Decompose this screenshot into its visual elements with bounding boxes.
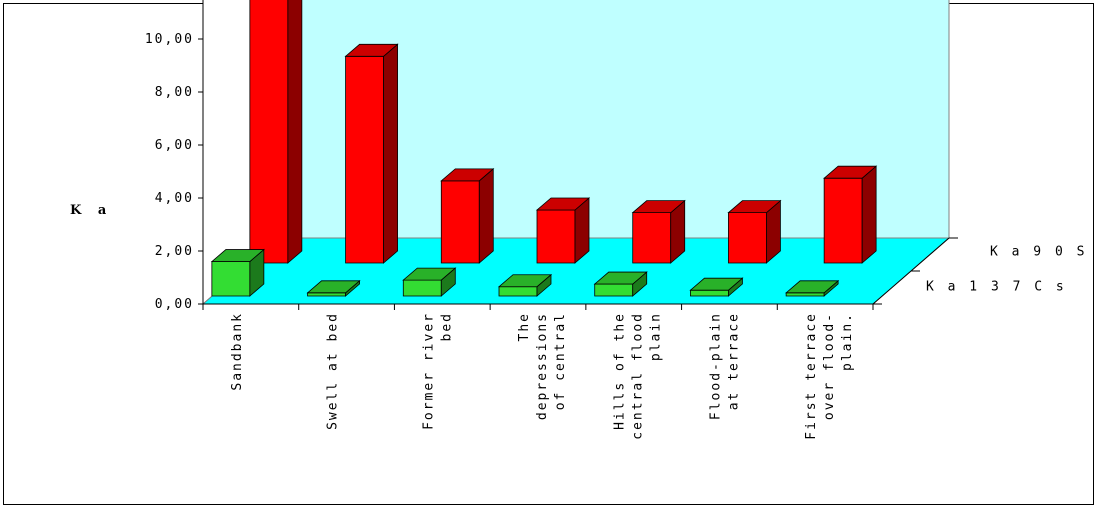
- y-tick-label: 4,00: [155, 191, 194, 206]
- x-category-label: First terrace over flood-plain.: [804, 312, 855, 440]
- y-tick-label: 8,00: [155, 85, 194, 100]
- bar-top-face: [535, 197, 591, 211]
- x-category-label: Hills of the central flood plain: [613, 312, 664, 440]
- bar-front-face: [440, 180, 480, 264]
- y-axis-label: K a: [70, 203, 112, 218]
- bar-90sr: [535, 197, 591, 264]
- x-category-line: Former river: [421, 312, 436, 430]
- bar-90sr: [249, 0, 303, 264]
- bar-side-face: [383, 43, 398, 264]
- bar-front-face: [594, 283, 634, 297]
- bar-side-face: [287, 0, 303, 264]
- bar-90sr: [440, 167, 495, 264]
- x-category-label: Swell at bed: [326, 312, 341, 430]
- x-category-line: plain.: [840, 312, 855, 371]
- series-axis-labels: K a 1 3 7 C s K a 9 0 S r: [872, 237, 1099, 305]
- x-category-line: over flood-: [822, 312, 837, 420]
- bar-front-face: [728, 212, 767, 264]
- bar-top-face: [823, 165, 878, 179]
- x-category-line: First terrace: [804, 312, 819, 440]
- x-category-line: Sandbank: [230, 312, 245, 391]
- y-tick-label: 6,00: [155, 138, 194, 153]
- series-90sr-bars: [249, 0, 878, 264]
- bar-front-face: [345, 55, 384, 264]
- x-category-label: The depressions of central: [517, 312, 568, 420]
- bar-137cs: [306, 279, 361, 297]
- series-137cs-bars: [210, 248, 840, 297]
- bar-top-face: [727, 200, 782, 214]
- x-category-line: Hills of the: [613, 312, 628, 430]
- y-tick-label: 0,00: [155, 297, 194, 312]
- bar-137cs: [402, 267, 457, 297]
- x-category-line: bed: [439, 312, 454, 341]
- bar-front-face: [823, 177, 863, 264]
- bar-top-face: [306, 280, 361, 294]
- bar-137cs: [210, 248, 265, 297]
- bar-front-face: [536, 209, 576, 264]
- bar-top-face: [210, 249, 265, 262]
- bar-front-face: [307, 292, 346, 297]
- x-category-line: central flood: [631, 312, 646, 440]
- y-tick-label: 10,00: [145, 32, 194, 47]
- x-category-line: depressions: [535, 312, 550, 420]
- bar-137cs: [497, 273, 553, 297]
- bar-front-face: [249, 0, 289, 264]
- x-category-line: Swell at bed: [326, 312, 341, 430]
- x-category-label: Former river bed: [421, 312, 454, 430]
- bar-top-face: [344, 43, 399, 57]
- x-category-line: The: [517, 312, 532, 341]
- bar-137cs: [785, 279, 840, 297]
- bar-90sr: [631, 199, 686, 264]
- series-label: K a 9 0 S r: [990, 245, 1099, 260]
- bar-side-face: [478, 167, 494, 264]
- bar-90sr: [727, 199, 782, 264]
- bar-top-face: [689, 277, 744, 291]
- bar-top-face: [497, 274, 553, 288]
- bar-front-face: [632, 212, 672, 264]
- bar-top-face: [593, 271, 648, 285]
- x-category-line: of central: [553, 312, 568, 410]
- x-category-label: Sandbank: [230, 312, 245, 391]
- bar-137cs: [689, 277, 744, 297]
- bar-top-face: [631, 200, 686, 214]
- x-category-line: at terrace: [726, 312, 741, 410]
- bar-top-face: [785, 280, 840, 294]
- bar-top-face: [440, 168, 495, 182]
- bar-front-face: [498, 286, 538, 297]
- bar-front-face: [785, 292, 825, 297]
- bar-137cs: [593, 271, 648, 297]
- series-label: K a 1 3 7 C s: [926, 280, 1067, 295]
- x-category-line: plain: [649, 312, 664, 361]
- y-tick-label: 2,00: [155, 244, 194, 259]
- bar-front-face: [690, 289, 729, 297]
- x-category-line: Flood-plain: [708, 312, 723, 420]
- bar-side-face: [861, 165, 877, 264]
- x-category-label: Flood-plain at terrace: [708, 312, 741, 420]
- bar-90sr: [344, 43, 399, 264]
- bar-90sr: [823, 165, 878, 264]
- bar-front-face: [211, 261, 251, 297]
- bar-front-face: [402, 279, 442, 297]
- bar-top-face: [402, 267, 457, 281]
- x-axis: Sandbank Swell at bed Former river bed The de…: [202, 303, 874, 440]
